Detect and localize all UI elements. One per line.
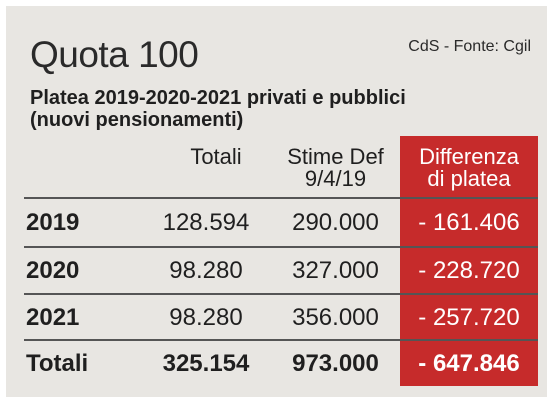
source-note: CdS - Fonte: Cgil xyxy=(408,38,531,55)
cell-totali: 128.594 xyxy=(162,209,250,236)
header-diff-line-1: Differenza xyxy=(419,144,519,169)
infographic-card: Quota 100 CdS - Fonte: Cgil Platea 2019-… xyxy=(6,6,547,397)
total-totali: 325.154 xyxy=(162,350,250,377)
row-divider xyxy=(24,293,538,295)
header-stime-def: Stime Def 9/4/19 xyxy=(268,146,403,190)
row-label: 2019 xyxy=(26,209,80,236)
table-row-2021: 2021 98.280 356.000 - 257.720 xyxy=(6,295,547,341)
cell-stime: 290.000 xyxy=(292,209,379,236)
subtitle-line-1: Platea 2019-2020-2021 privati e pubblici xyxy=(30,87,406,109)
header-totali: Totali xyxy=(190,144,242,169)
subtitle: Platea 2019-2020-2021 privati e pubblici… xyxy=(30,87,530,131)
total-differenza: - 647.846 xyxy=(418,350,520,377)
row-divider xyxy=(24,246,538,248)
subtitle-line-2: (nuovi pensionamenti) xyxy=(30,109,244,131)
row-label: 2021 xyxy=(26,304,80,331)
table-row-2020: 2020 98.280 327.000 - 228.720 xyxy=(6,248,547,294)
cell-stime: 327.000 xyxy=(292,257,379,284)
cell-totali: 98.280 xyxy=(169,257,243,284)
cell-differenza: - 228.720 xyxy=(418,257,520,284)
total-stime: 973.000 xyxy=(292,350,379,377)
header-stime-line-1: Stime Def xyxy=(287,144,384,169)
header-differenza: Differenza di platea xyxy=(400,146,538,190)
cell-differenza: - 257.720 xyxy=(418,304,520,331)
row-label: 2020 xyxy=(26,257,80,284)
row-divider xyxy=(24,339,538,341)
row-divider xyxy=(24,197,538,199)
cell-stime: 356.000 xyxy=(292,304,379,331)
cell-differenza: - 161.406 xyxy=(418,209,520,236)
cell-totali: 98.280 xyxy=(169,304,243,331)
infographic-title: Quota 100 xyxy=(30,34,199,75)
table-row-2019: 2019 128.594 290.000 - 161.406 xyxy=(6,200,547,246)
table-row-totali: Totali 325.154 973.000 - 647.846 xyxy=(6,341,547,387)
difference-column-background xyxy=(400,136,538,386)
header-diff-line-2: di platea xyxy=(427,166,511,191)
header-stime-line-2: 9/4/19 xyxy=(304,166,367,191)
total-label: Totali xyxy=(26,350,89,377)
